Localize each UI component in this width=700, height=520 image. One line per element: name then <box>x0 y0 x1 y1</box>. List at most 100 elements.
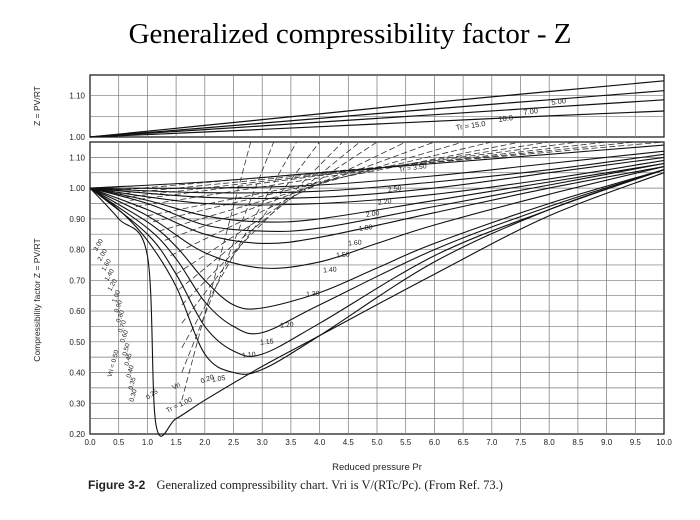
series-label: 2.00 <box>366 210 381 219</box>
series-line <box>89 169 665 357</box>
x-tick-label: 3.0 <box>257 438 269 447</box>
x-tick-label: 1.5 <box>171 438 183 447</box>
upper-panel-y-ticks: 1.00 1.10 <box>69 92 85 142</box>
x-tick-label: 0.5 <box>113 438 125 447</box>
series-line <box>89 99 665 138</box>
vri-dashed-line <box>175 141 378 275</box>
vri-dashed-line <box>170 141 406 257</box>
series-label: 10.0 <box>498 113 514 124</box>
series-label: 1.80 <box>359 224 374 233</box>
y-tick-label: 0.80 <box>69 246 85 255</box>
series-label: 5.00 <box>551 96 567 107</box>
x-tick-label: 0.0 <box>84 438 96 447</box>
lower-panel-vri-dashed-lines <box>107 141 665 401</box>
series-label: 0.20 <box>200 374 215 385</box>
x-tick-label: 7.0 <box>486 438 498 447</box>
x-tick-label: 9.0 <box>601 438 613 447</box>
lower-y-axis-label: Compressibility factor Z = PV/RT <box>32 238 42 361</box>
x-tick-label: 8.0 <box>544 438 556 447</box>
vri-label: 0.60 <box>119 329 130 344</box>
x-tick-label: 3.5 <box>285 438 297 447</box>
series-line <box>89 144 665 189</box>
vri-dashed-line <box>153 141 492 223</box>
x-tick-label: 2.0 <box>199 438 211 447</box>
series-label: 1.40 <box>323 267 337 275</box>
chart-title: Generalized compressibility factor - Z <box>128 18 572 50</box>
series-label: Tr = 3.50 <box>398 163 427 174</box>
series-label: 1.10 <box>242 351 256 359</box>
x-tick-label: 2.5 <box>228 438 240 447</box>
y-tick-label: 0.30 <box>69 399 85 408</box>
vri-dashed-line <box>164 141 435 241</box>
series-line <box>89 90 665 138</box>
figure-caption-text: Generalized compressibility chart. Vri i… <box>156 478 503 492</box>
y-tick-label: 0.60 <box>69 307 85 316</box>
y-tick-label: 0.20 <box>69 430 85 439</box>
series-line <box>89 166 665 245</box>
series-label: 1.30 <box>306 291 320 299</box>
vri-dashed-line <box>181 141 275 373</box>
y-tick-label: 0.50 <box>69 338 85 347</box>
upper-panel-grid <box>89 74 665 138</box>
y-tick-label: 0.90 <box>69 215 85 224</box>
series-line <box>89 110 665 138</box>
series-line <box>89 172 665 437</box>
vri-dashed-line <box>181 141 297 349</box>
x-tick-label: 8.5 <box>572 438 584 447</box>
series-label: 1.20 <box>280 321 294 329</box>
figure-number: Figure 3-2 <box>88 478 146 492</box>
series-label: 1.05 <box>211 375 226 384</box>
series-line <box>89 156 665 200</box>
series-label: 1.50 <box>336 252 350 260</box>
vri-label: 0.40 <box>126 364 136 378</box>
x-tick-label: 10.0 <box>656 438 672 447</box>
x-tick-label: 7.5 <box>515 438 527 447</box>
x-tick-label: 6.0 <box>429 438 441 447</box>
series-label: 1.60 <box>348 240 362 248</box>
series-label: Vri <box>171 382 182 392</box>
lower-panel-curves <box>89 144 665 437</box>
series-label: Tr = 15.0 <box>455 119 486 132</box>
series-line <box>89 162 665 223</box>
y-tick-label: 1.00 <box>69 184 85 193</box>
series-label: 2.50 <box>388 185 403 194</box>
vri-label: 0.90 <box>113 299 124 314</box>
lower-panel-ticks: 0.200.300.400.500.600.700.800.901.001.10… <box>69 153 672 447</box>
vri-dashed-line <box>107 141 665 192</box>
figure-caption: Figure 3-2 Generalized compressibility c… <box>88 478 688 493</box>
series-label: 2.20 <box>378 198 393 207</box>
vri-dashed-line <box>181 141 343 306</box>
x-tick-label: 5.5 <box>400 438 412 447</box>
series-line <box>89 80 665 138</box>
vri-label: 0.70 <box>117 319 128 334</box>
series-line <box>89 169 665 310</box>
x-tick-label: 1.0 <box>142 438 154 447</box>
series-label: 1.15 <box>260 338 274 346</box>
upper-y-axis-label: Z = PV/RT <box>32 86 42 126</box>
vri-label: 0.50 <box>122 342 132 356</box>
y-tick-label: 1.10 <box>69 153 85 162</box>
series-line <box>89 153 665 194</box>
series-label: 7.00 <box>523 106 539 117</box>
series-line <box>89 159 665 206</box>
series-label: Tr = 1.00 <box>165 397 193 415</box>
x-tick-label: 9.5 <box>630 438 642 447</box>
y-tick-label: 1.10 <box>69 92 85 101</box>
vri-label: 0.35 <box>128 376 138 390</box>
series-line <box>89 169 665 335</box>
x-tick-label: 5.0 <box>371 438 383 447</box>
vri-label: 1.00 <box>111 289 122 304</box>
vri-label: 0.30 <box>129 388 139 402</box>
upper-panel-curves <box>89 80 665 138</box>
vri-label: 0.45 <box>124 352 134 366</box>
vri-label: 0.80 <box>115 309 126 324</box>
y-tick-label: 0.40 <box>69 369 85 378</box>
x-tick-label: 4.5 <box>343 438 355 447</box>
x-axis-label: Reduced pressure Pr <box>332 462 422 473</box>
lower-panel-vri-labels: 3.002.001.601.401.201.000.900.800.700.60… <box>93 238 160 403</box>
x-tick-label: 4.0 <box>314 438 326 447</box>
series-line <box>89 150 665 189</box>
axis-labels: Reduced pressure Pr Compressibility facto… <box>32 86 422 473</box>
vri-dashed-line <box>178 141 361 290</box>
